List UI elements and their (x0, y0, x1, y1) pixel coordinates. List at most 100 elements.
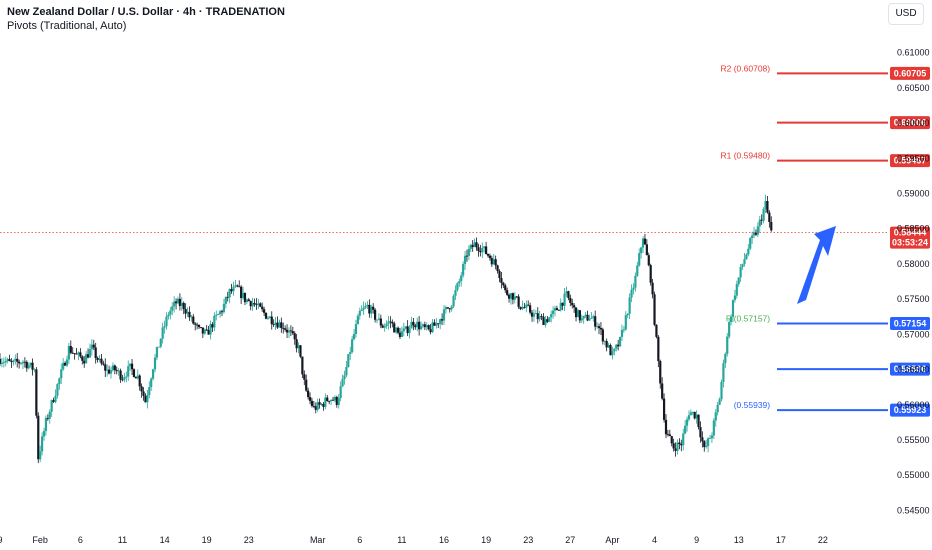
candle-body (588, 318, 591, 321)
candle-body (490, 258, 493, 265)
candle-body (544, 319, 547, 326)
candle-body (592, 316, 595, 318)
candle-body (85, 354, 88, 364)
candle-body (253, 302, 256, 305)
candle-body (207, 329, 210, 335)
candle-body (467, 248, 470, 256)
time-tick-label: Apr (605, 535, 619, 545)
time-tick-label: Feb (32, 535, 48, 545)
candle-body (113, 365, 116, 371)
candle-body (174, 301, 178, 304)
candle-body (280, 322, 283, 329)
candle-body (764, 201, 767, 210)
candle-body (649, 265, 652, 283)
pivot-price-tag (890, 403, 930, 417)
candle-body (651, 282, 654, 295)
candle-body (379, 318, 382, 326)
candle-body (641, 238, 645, 248)
candle-body (310, 400, 314, 406)
candle-body (299, 345, 302, 357)
candle-body (506, 290, 509, 295)
candle-body (33, 369, 36, 371)
time-tick-label: 14 (160, 535, 170, 545)
candle-body (586, 314, 589, 321)
currency-button[interactable]: USD (888, 3, 924, 25)
candle-body (19, 363, 23, 365)
candle-body (643, 238, 647, 245)
candle-body (176, 298, 180, 304)
candle-body (215, 314, 218, 316)
candle-body (550, 314, 553, 318)
candle-body (211, 324, 214, 328)
candle-body (638, 253, 641, 266)
candle-body (716, 404, 719, 413)
candle-body (293, 333, 296, 340)
candle-body (178, 298, 181, 306)
candle-body (396, 327, 400, 333)
candle-body (148, 387, 151, 396)
candle-body (140, 386, 143, 392)
candle-body (410, 321, 413, 329)
candle-body (366, 304, 369, 307)
candle-body (243, 292, 247, 303)
candle-body (446, 307, 449, 309)
candle-body (389, 321, 392, 323)
candle-body (370, 306, 373, 314)
candle-body (368, 304, 371, 314)
candle-body (314, 406, 317, 410)
candle-body (12, 360, 15, 363)
candle-body (146, 395, 149, 403)
candle-body (261, 306, 264, 310)
price-tick-label: 0.60000 (897, 118, 930, 128)
candle-body (285, 329, 289, 333)
candle-body (142, 391, 145, 396)
candle-body (152, 369, 155, 379)
candle-body (421, 324, 425, 327)
candle-body (201, 327, 204, 334)
candle-body (29, 362, 32, 366)
candle-body (540, 316, 543, 317)
candle-body (4, 361, 7, 363)
candle-body (678, 442, 681, 445)
candle-body (27, 365, 30, 369)
candle-body (419, 326, 423, 330)
time-tick-label: Mar (310, 535, 326, 545)
candle-body (100, 358, 103, 364)
candle-body (701, 437, 704, 442)
candle-body (395, 327, 398, 333)
candle-body (682, 433, 685, 446)
candle-body (287, 330, 291, 333)
pivots-layer: R2 (0.60708) 0.60705 0.60006 R1 (0.59480) 0.… (0, 63, 930, 417)
candle-body (320, 404, 323, 405)
candle-body (657, 336, 660, 362)
candle-body (674, 448, 677, 451)
candle-body (104, 364, 107, 371)
price-tick-label: 0.55500 (897, 435, 930, 445)
candle-body (640, 247, 643, 254)
candle-body (65, 359, 69, 366)
candle-body (523, 306, 526, 308)
pivot-price-tag-label: 0.57154 (894, 318, 927, 328)
candle-body (305, 379, 308, 391)
candle-body (63, 362, 67, 366)
candle-body (335, 397, 338, 405)
candle-body (199, 327, 203, 328)
candle-body (664, 419, 668, 435)
candle-body (337, 398, 340, 405)
candle-body (251, 302, 254, 307)
candle-body (109, 370, 113, 374)
candle-body (624, 315, 627, 330)
price-tick-label: 0.56000 (897, 400, 930, 410)
candle-body (228, 289, 231, 298)
candle-body (444, 307, 448, 310)
time-axis: 9 Feb 6 11 14 19 23 Mar 6 11 16 19 23 27 Apr 4 9 13 17 22 (0, 535, 828, 545)
candle-body (408, 328, 411, 334)
price-tick-label: 0.59500 (897, 153, 930, 163)
candle-body (46, 418, 49, 419)
candle-body (726, 336, 729, 354)
candle-body (48, 411, 51, 419)
candle-body (659, 361, 662, 384)
indicator-label[interactable]: Pivots (Traditional, Auto) (7, 20, 127, 32)
candle-body (613, 348, 616, 352)
